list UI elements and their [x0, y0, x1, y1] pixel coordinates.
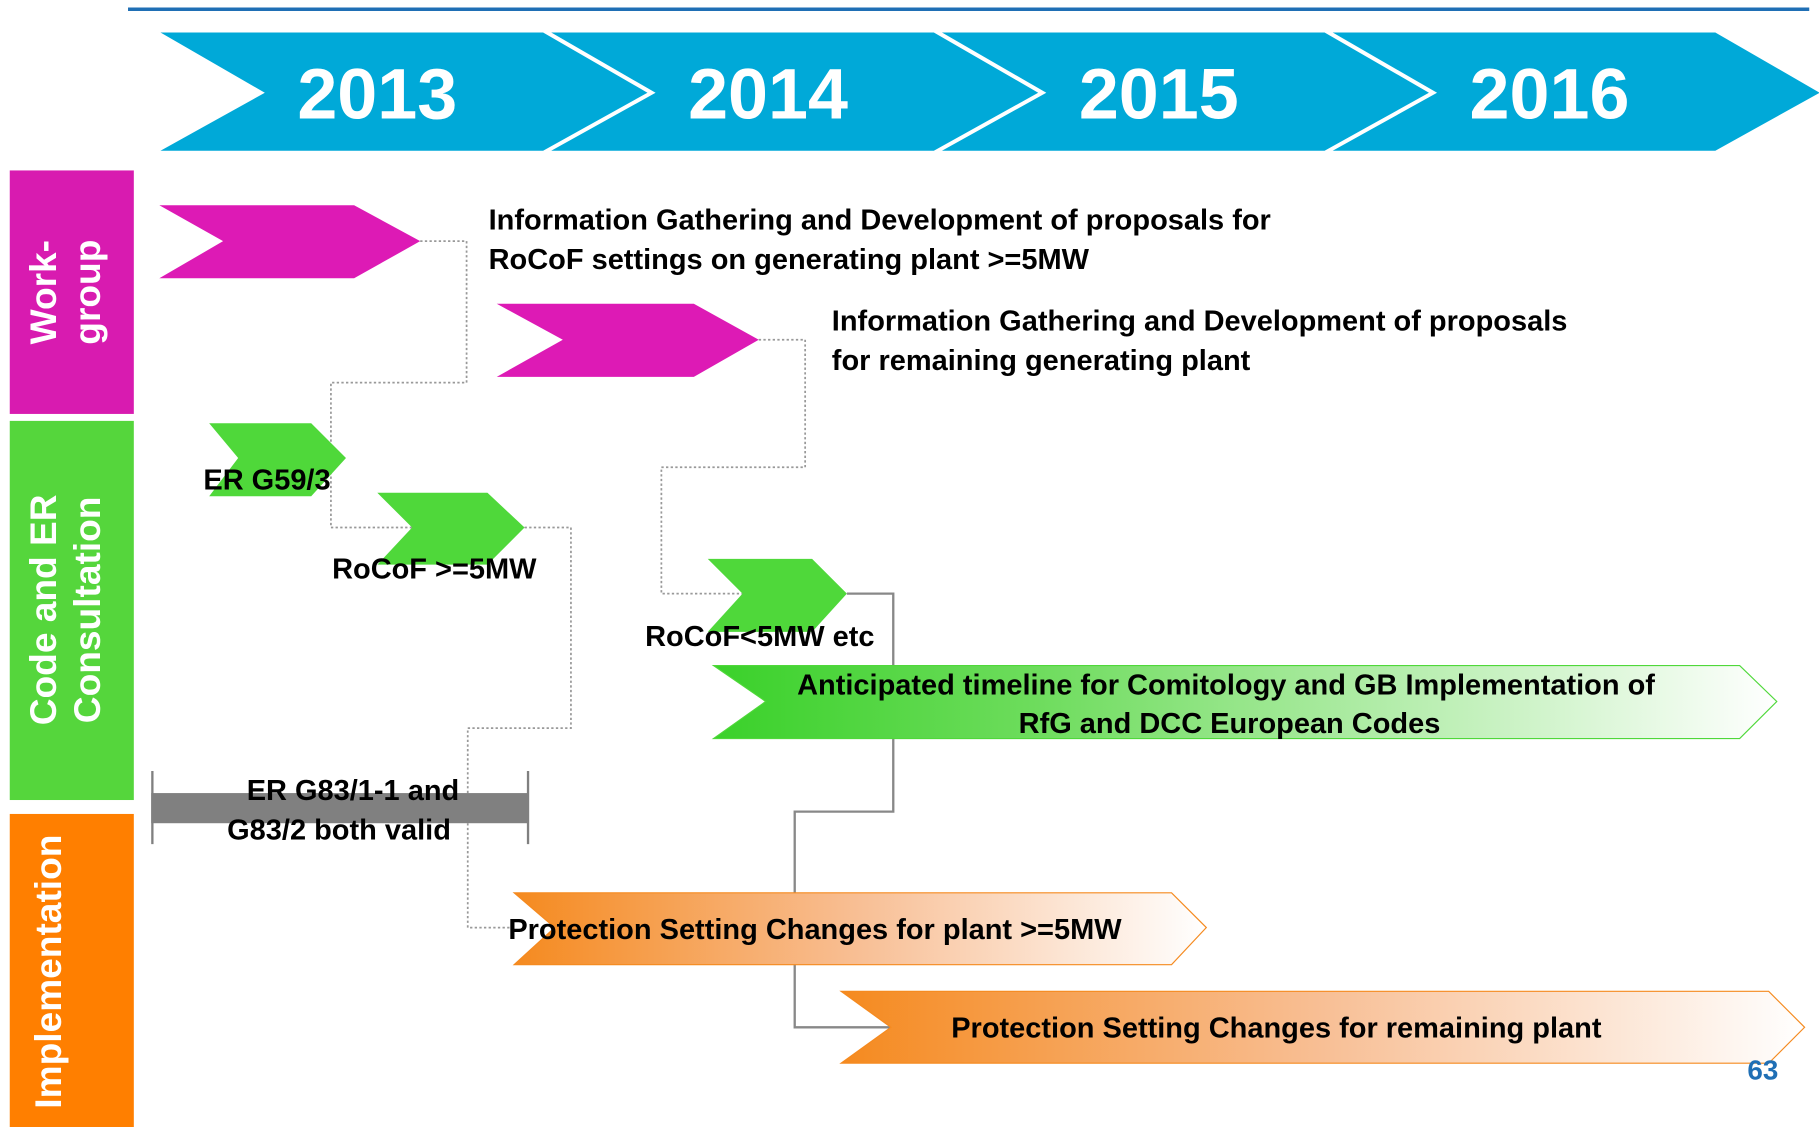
task-label: ER G83/1-1 and	[247, 775, 460, 807]
task-label: Information Gathering and Development of…	[832, 305, 1568, 337]
year-label: 2013	[297, 54, 457, 134]
task-arrow	[209, 423, 346, 497]
lane-consultation	[9, 420, 134, 801]
year-label: 2015	[1079, 54, 1239, 134]
connector	[793, 592, 895, 1029]
task-label: RoCoF >=5MW	[332, 554, 537, 586]
task-arrow	[512, 892, 1208, 966]
task-label: Protection Setting Changes for plant >=5…	[508, 914, 1122, 946]
task-label: Information Gathering and Development of…	[489, 205, 1271, 237]
lane-workgroup	[9, 170, 134, 414]
task-label: G83/2 both valid	[227, 814, 451, 846]
task-label: RoCoF<5MW etc	[645, 621, 874, 653]
year-label: 2016	[1470, 54, 1630, 134]
task-label: Anticipated timeline for Comitology and …	[797, 670, 1655, 702]
task-arrow	[377, 492, 525, 565]
year-chevron	[941, 32, 1429, 151]
page-number: 63	[1747, 1054, 1778, 1085]
year-label: 2014	[688, 54, 848, 134]
year-chevron	[160, 32, 648, 151]
lane-label: Work-	[22, 240, 64, 344]
task-label: RoCoF settings on generating plant >=5MW	[489, 244, 1090, 276]
task-arrow	[496, 303, 759, 377]
lane-label: group	[66, 240, 108, 345]
task-arrow	[839, 990, 1806, 1064]
year-chevron	[1332, 32, 1819, 151]
task-label: ER G59/3	[203, 464, 330, 496]
connector	[330, 240, 468, 529]
year-chevron	[551, 32, 1039, 151]
connector	[660, 338, 807, 595]
task-label: Protection Setting Changes for remaining…	[951, 1013, 1602, 1045]
lane-label: Implementation	[27, 835, 69, 1109]
lane-label: Consultation	[66, 497, 108, 724]
validity-bar	[151, 793, 529, 824]
task-arrow	[159, 205, 421, 279]
task-label: RfG and DCC European Codes	[1019, 708, 1441, 740]
lane-label: Code and ER	[22, 494, 64, 725]
task-arrow	[711, 664, 1778, 740]
lane-implementation	[9, 813, 134, 1127]
connector	[466, 526, 572, 929]
task-label: for remaining generating plant	[832, 345, 1251, 377]
task-arrow	[707, 558, 847, 632]
